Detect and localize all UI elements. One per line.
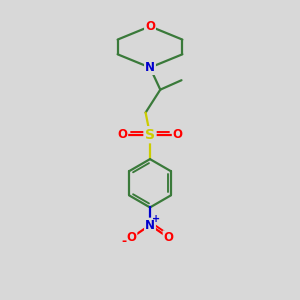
- Text: O: O: [163, 231, 173, 244]
- Text: O: O: [127, 231, 137, 244]
- Text: +: +: [152, 214, 160, 224]
- Text: N: N: [145, 219, 155, 232]
- Text: N: N: [145, 61, 155, 74]
- Text: O: O: [145, 20, 155, 33]
- Text: O: O: [172, 128, 182, 141]
- Text: -: -: [122, 236, 127, 248]
- Text: S: S: [145, 128, 155, 142]
- Text: O: O: [118, 128, 128, 141]
